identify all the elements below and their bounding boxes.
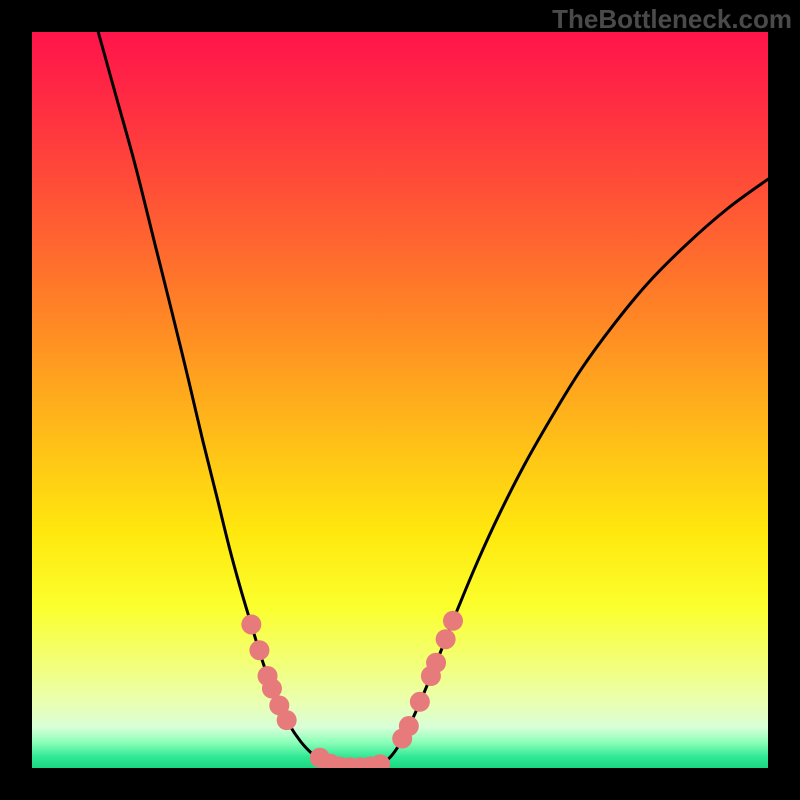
data-point [241,614,261,634]
data-point [443,611,463,631]
data-point [436,629,456,649]
data-point [399,716,419,736]
chart-svg [0,0,800,800]
data-point [249,640,269,660]
data-point [370,754,390,774]
data-point [410,692,430,712]
data-point [426,653,446,673]
chart-container: TheBottleneck.com [0,0,800,800]
data-point [277,710,297,730]
